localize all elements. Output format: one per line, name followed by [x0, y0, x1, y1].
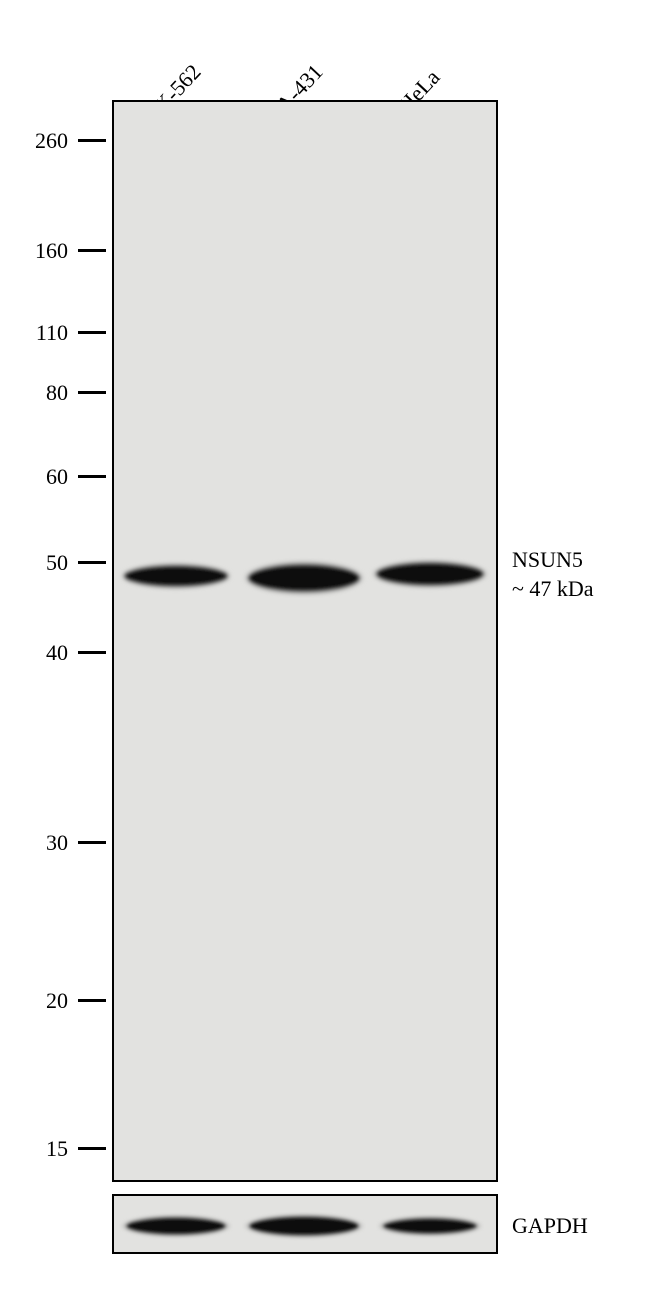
marker-label: 50 — [28, 550, 68, 576]
marker-label: 60 — [28, 464, 68, 490]
blot-membrane-gapdh — [112, 1194, 498, 1254]
marker-label: 20 — [28, 988, 68, 1014]
marker-tick — [78, 475, 106, 478]
target-mw: ~ 47 kDa — [512, 576, 594, 601]
marker-label: 40 — [28, 640, 68, 666]
loading-control-name: GAPDH — [512, 1213, 588, 1238]
marker-label: 80 — [28, 380, 68, 406]
marker-tick — [78, 651, 106, 654]
marker-tick — [78, 841, 106, 844]
western-blot-figure: K-562 A-431 HeLa 260 160 110 80 60 50 40… — [0, 0, 650, 1304]
target-name: NSUN5 — [512, 547, 583, 572]
marker-tick — [78, 391, 106, 394]
marker-tick — [78, 999, 106, 1002]
blot-gapdh-svg — [114, 1196, 498, 1254]
marker-tick — [78, 1147, 106, 1150]
marker-tick — [78, 561, 106, 564]
marker-label: 110 — [28, 320, 68, 346]
marker-label: 30 — [28, 830, 68, 856]
marker-tick — [78, 331, 106, 334]
marker-label: 15 — [28, 1136, 68, 1162]
marker-label: 260 — [28, 128, 68, 154]
loading-control-label: GAPDH — [512, 1212, 588, 1241]
marker-tick — [78, 139, 106, 142]
target-protein-label: NSUN5 ~ 47 kDa — [512, 546, 594, 603]
marker-tick — [78, 249, 106, 252]
blot-membrane-main — [112, 100, 498, 1182]
marker-label: 160 — [28, 238, 68, 264]
blot-main-svg — [114, 102, 498, 1182]
